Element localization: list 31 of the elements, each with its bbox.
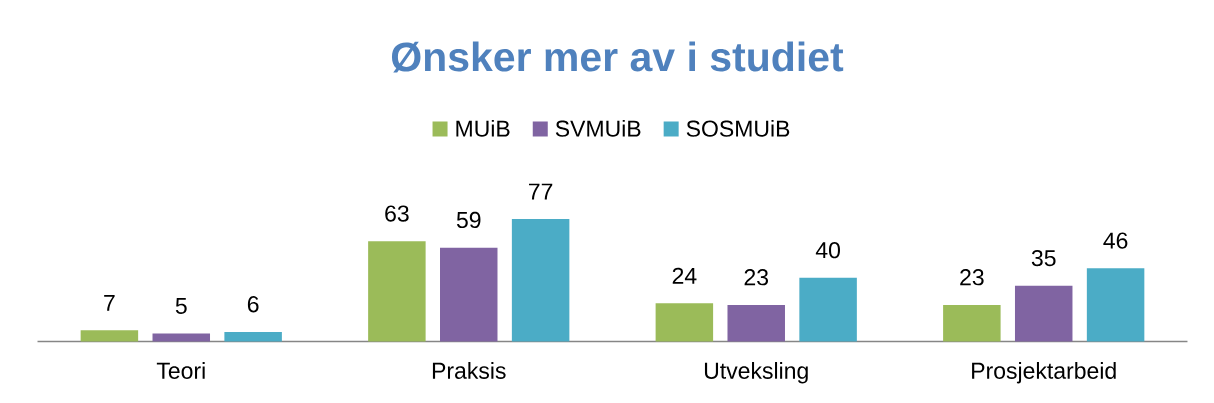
bar: [80, 330, 139, 342]
data-label: 24: [672, 267, 697, 284]
data-label: 35: [1031, 249, 1056, 267]
bar: [655, 303, 714, 342]
legend-label: MUiB: [456, 119, 510, 137]
bar: [1086, 268, 1145, 342]
data-label: 7: [104, 294, 115, 311]
bar: [799, 277, 857, 342]
data-label: 23: [960, 269, 984, 286]
data-label: 59: [456, 211, 481, 229]
data-label: 40: [815, 242, 841, 259]
bar: [224, 331, 282, 342]
bar: [727, 304, 785, 342]
bar: [440, 247, 498, 342]
bar: [943, 304, 1001, 342]
x-tick-label: Teori: [156, 362, 205, 379]
bar: [511, 218, 570, 342]
bar: [368, 241, 426, 342]
data-label: 6: [247, 296, 259, 313]
chart-title: Ønsker mer av i studiet: [391, 41, 844, 73]
data-label: 5: [175, 297, 187, 314]
data-label: 23: [744, 269, 769, 286]
bar: [1014, 285, 1073, 342]
legend-label: SOSMUiB: [686, 119, 790, 137]
data-label: 77: [529, 183, 553, 200]
x-tick-label: Prosjektarbeid: [972, 362, 1116, 384]
legend-label: SVMUiB: [555, 119, 641, 137]
x-tick-label: Praksis: [432, 362, 506, 379]
x-tick-label: Utveksling: [704, 362, 808, 384]
data-label: 63: [385, 205, 409, 222]
data-label: 46: [1103, 232, 1128, 249]
